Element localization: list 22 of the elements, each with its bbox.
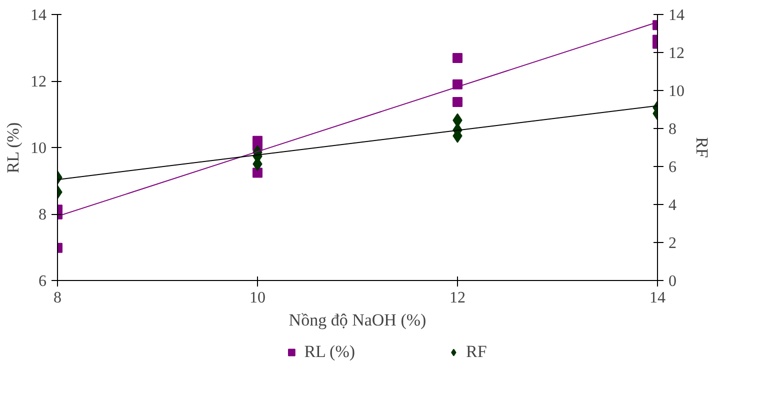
y2-tick-label: 0	[668, 273, 676, 290]
x-tick-label: 12	[450, 290, 466, 306]
y-tick-label: 14	[30, 7, 46, 24]
y2-tick-label: 2	[668, 235, 676, 252]
y-axis-title: RL (%)	[4, 122, 22, 174]
y2-tick-label: 14	[668, 7, 684, 24]
y-tick-label: 6	[38, 273, 46, 290]
y2-axis-title: RF	[692, 137, 712, 158]
y2-tick-label: 8	[668, 121, 676, 138]
x-tick-label: 8	[54, 290, 62, 306]
y2-tick-label: 4	[668, 197, 676, 214]
y2-tick-label: 12	[668, 45, 684, 62]
y-tick-label: 12	[30, 74, 46, 90]
x-axis-title: Nồng độ NaOH (%)	[288, 310, 426, 330]
y2-tick-label: 6	[668, 159, 676, 176]
legend-label: RF	[466, 342, 487, 362]
legend-label: RL (%)	[304, 342, 356, 362]
x-tick-label: 10	[250, 290, 266, 306]
y-tick-label: 8	[38, 206, 46, 224]
x-tick-label: 14	[650, 290, 666, 306]
y2-tick-label: 10	[668, 83, 684, 100]
y-tick-label: 10	[30, 140, 46, 157]
